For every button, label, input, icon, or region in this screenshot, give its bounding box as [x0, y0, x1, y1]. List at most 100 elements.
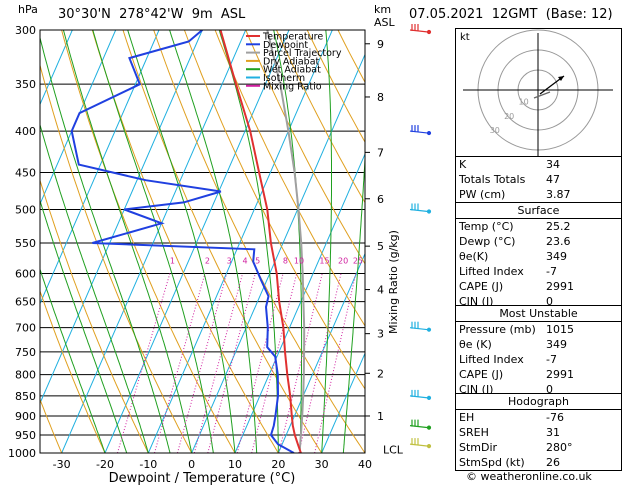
- dry-adiabat-line: [40, 289, 106, 453]
- pw-label: PW (cm): [459, 188, 506, 201]
- pressure-tick-label: 500: [15, 203, 36, 216]
- most-unstable-row-label: CAPE (J): [459, 368, 504, 381]
- pressure-tick-label: 600: [15, 268, 36, 281]
- temperature-tick-label: 20: [271, 458, 285, 471]
- most-unstable-row: CAPE (J) 2991: [456, 367, 621, 382]
- isotherm-line: [277, 252, 365, 453]
- dry-adiabat-line: [40, 178, 149, 453]
- pressure-tick-label: 950: [15, 429, 36, 442]
- legend-entry: Parcel Trajectory: [263, 48, 342, 59]
- mixing-ratio-line: [116, 273, 171, 453]
- wet-adiabat-line: [127, 30, 236, 453]
- pressure-tick-label: 700: [15, 322, 36, 335]
- hodograph-ring-label: 30: [490, 126, 500, 135]
- dry-adiabat-line: [245, 30, 365, 265]
- hodograph-table-row-value: 31: [546, 426, 560, 439]
- pressure-tick-label: 650: [15, 296, 36, 309]
- most-unstable-row-label: CIN (J): [459, 383, 494, 396]
- surface-row-label: CAPE (J): [459, 280, 504, 293]
- wet-adiabat-line: [40, 123, 149, 453]
- surface-row-value: 2991: [546, 280, 574, 293]
- plot-frame: [39, 29, 366, 454]
- km-tick-label: 8: [377, 91, 384, 104]
- x-axis-label: Dewpoint / Temperature (°C): [109, 471, 296, 486]
- mixing-ratio-line: [236, 273, 284, 453]
- wet-adiabat-line: [62, 30, 193, 453]
- hodograph-table-title: Hodograph: [508, 395, 569, 408]
- temperature-tick-label: -10: [139, 458, 157, 471]
- copyright: © weatheronline.co.uk: [466, 470, 592, 483]
- isotherm-line: [40, 30, 203, 405]
- surface-row: CAPE (J) 2991: [456, 279, 621, 294]
- most-unstable-table: Most Unstable Pressure (mb) 1015 θe (K) 349…: [455, 305, 622, 398]
- hodograph-table-row: EH -76: [456, 409, 621, 425]
- surface-row-label: θe(K): [459, 250, 489, 263]
- surface-row: θe(K) 349: [456, 249, 621, 264]
- wet-adiabat-line: [40, 199, 128, 453]
- most-unstable-row-label: Lifted Index: [459, 353, 524, 366]
- surface-row-label: Lifted Index: [459, 265, 524, 278]
- most-unstable-row: Pressure (mb) 1015: [456, 321, 621, 337]
- mixing-ratio-line: [153, 273, 206, 453]
- legend-entry: Wet Adiabat: [263, 65, 321, 76]
- dry-adiabat-line: [153, 30, 365, 453]
- mixing-ratio-line: [193, 273, 244, 453]
- dry-adiabat-line: [183, 30, 365, 390]
- wind-barb: [409, 438, 432, 449]
- wet-adiabat-line: [321, 30, 332, 453]
- totals-row: Totals Totals 47: [456, 172, 621, 187]
- surface-row: CIN (J) 0: [456, 294, 621, 309]
- temperature-tick-label: 0: [188, 458, 195, 471]
- hodograph-table-row-value: 280°: [546, 441, 573, 454]
- hodograph-ring-label: 10: [519, 97, 529, 106]
- most-unstable-row-value: 0: [546, 383, 553, 396]
- hodograph-arrow: [558, 76, 564, 81]
- hodograph: kt 10 20 30: [455, 28, 622, 166]
- pressure-tick-label: 400: [15, 125, 36, 138]
- most-unstable-row: θe (K) 349: [456, 337, 621, 352]
- legend-entry: Mixing Ratio: [263, 81, 322, 92]
- mixing-ratio-tick-label: 8: [283, 257, 288, 266]
- mixing-ratio-tick-label: 5: [255, 257, 260, 266]
- hodograph-table: Hodograph EH -76 SREH 31 StmDir 280° StmSpd (k…: [455, 393, 622, 471]
- most-unstable-row-value: 2991: [546, 368, 574, 381]
- datetime-title: 07.05.2021 12GMT (Base: 12): [409, 7, 613, 22]
- most-unstable-title: Most Unstable: [499, 307, 578, 320]
- km-label-top: km: [374, 3, 392, 16]
- hodograph-table-row-label: StmSpd (kt): [459, 456, 525, 469]
- most-unstable-row-label: Pressure (mb): [459, 323, 536, 336]
- mixing-ratio-tick-label: 10: [294, 257, 304, 266]
- wind-barb: [409, 389, 432, 401]
- isotherm-line: [61, 30, 247, 453]
- temperature-tick-label: 40: [358, 458, 372, 471]
- mixing-ratio-line: [314, 273, 357, 453]
- surface-row-value: -7: [546, 265, 557, 278]
- station-title: 30°30'N 278°42'W 9m ASL: [58, 7, 246, 22]
- pressure-tick-label: 850: [15, 390, 36, 403]
- isotherm-line: [234, 152, 365, 453]
- temperature-tick-label: 10: [228, 458, 242, 471]
- surface-row-value: 25.2: [546, 220, 571, 233]
- totals-label: Totals Totals: [459, 173, 526, 186]
- pressure-tick-label: 900: [15, 410, 36, 423]
- isotherm-line: [104, 30, 290, 453]
- km-tick-label: 5: [377, 240, 384, 253]
- hodograph-ring-label: 20: [504, 112, 514, 121]
- isotherm-line: [40, 30, 73, 106]
- pressure-tick-label: 350: [15, 78, 36, 91]
- mixing-ratio-line: [298, 273, 342, 453]
- mixing-ratio-line: [251, 273, 298, 453]
- most-unstable-row-value: 349: [546, 338, 567, 351]
- mixing-ratio-line: [207, 273, 256, 453]
- indices-table: K 34 Totals Totals 47 PW (cm) 3.87: [455, 156, 622, 203]
- mixing-ratio-tick-label: 2: [205, 257, 210, 266]
- pressure-tick-label: 800: [15, 369, 36, 382]
- pressure-tick-label: 750: [15, 346, 36, 359]
- mixing-ratio-tick-label: 1: [170, 257, 175, 266]
- hodograph-table-row-value: -76: [546, 411, 564, 424]
- dry-adiabat-line: [61, 30, 236, 453]
- surface-table: Surface Temp (°C) 25.2 Dewp (°C) 23.6 θe(K) 3…: [455, 202, 622, 310]
- k-row: K 34: [456, 157, 621, 172]
- hodograph-table-row: SREH 31: [456, 425, 621, 440]
